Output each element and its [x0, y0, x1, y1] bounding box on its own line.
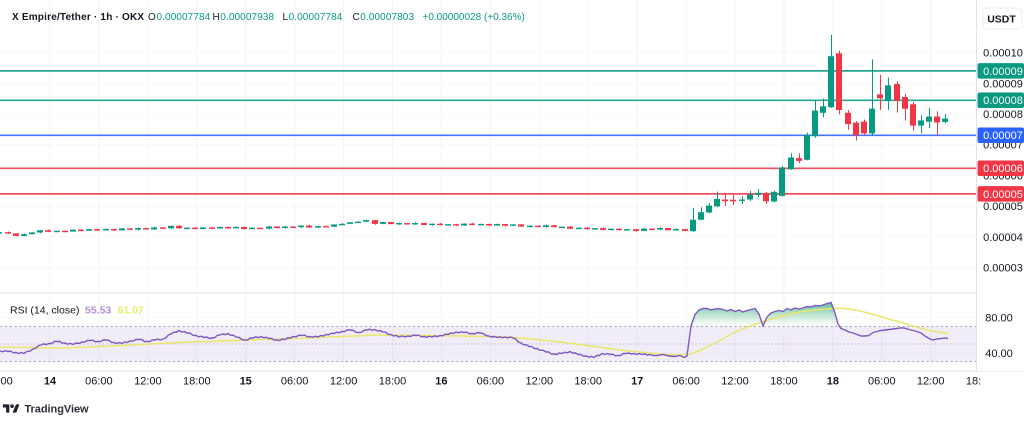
- svg-text:12:00: 12:00: [330, 376, 358, 388]
- svg-text:18:00: 18:00: [770, 376, 798, 388]
- svg-text:0.00007938: 0.00007938: [220, 12, 274, 23]
- svg-text:0.00010: 0.00010: [983, 48, 1023, 60]
- svg-text:0.00009: 0.00009: [983, 78, 1023, 90]
- svg-text:0.00007: 0.00007: [983, 130, 1023, 142]
- svg-text:0.00007803: 0.00007803: [360, 12, 414, 23]
- svg-text:18:00: 18:00: [379, 376, 407, 388]
- svg-text:06:00: 06:00: [281, 376, 309, 388]
- svg-text:H: H: [213, 12, 220, 23]
- svg-text:X Empire/Tether · 1h · OKX: X Empire/Tether · 1h · OKX: [12, 12, 144, 23]
- svg-text:12:00: 12:00: [721, 376, 749, 388]
- svg-text:L: L: [283, 12, 289, 23]
- svg-text:0.00007784: 0.00007784: [157, 12, 211, 23]
- svg-text:0.00008: 0.00008: [983, 109, 1023, 121]
- svg-text:06:00: 06:00: [868, 376, 896, 388]
- svg-text:RSI (14, close): RSI (14, close): [10, 305, 79, 317]
- svg-text:55.53: 55.53: [85, 305, 111, 317]
- svg-text:80.00: 80.00: [985, 313, 1013, 325]
- svg-text:06:00: 06:00: [672, 376, 700, 388]
- svg-text:18: 18: [827, 376, 839, 388]
- svg-text:12:00: 12:00: [917, 376, 945, 388]
- svg-text:18:00: 18:00: [574, 376, 602, 388]
- svg-text:C: C: [353, 12, 360, 23]
- svg-text:O: O: [148, 12, 156, 23]
- svg-text:06:00: 06:00: [477, 376, 505, 388]
- svg-text:18:00: 18:00: [966, 376, 994, 388]
- svg-text:17: 17: [631, 376, 643, 388]
- svg-text:TradingView: TradingView: [25, 404, 90, 416]
- svg-text:+0.00000028 (+0.36%): +0.00000028 (+0.36%): [423, 12, 525, 23]
- svg-text:0.00009: 0.00009: [983, 66, 1023, 78]
- svg-text:16: 16: [435, 376, 447, 388]
- svg-text:12:00: 12:00: [134, 376, 162, 388]
- svg-text:USDT: USDT: [987, 13, 1016, 25]
- svg-text:0.00005: 0.00005: [983, 189, 1023, 201]
- svg-text:12:00: 12:00: [526, 376, 554, 388]
- svg-text:40.00: 40.00: [985, 348, 1013, 360]
- svg-text:18:00: 18:00: [183, 376, 211, 388]
- svg-text:0.00003: 0.00003: [983, 263, 1023, 275]
- svg-text:0.00007784: 0.00007784: [289, 12, 343, 23]
- svg-text:0.00005: 0.00005: [983, 201, 1023, 213]
- svg-text:0.00006: 0.00006: [983, 163, 1023, 175]
- svg-text:06:00: 06:00: [85, 376, 113, 388]
- svg-text:15: 15: [240, 376, 252, 388]
- svg-text:18:00: 18:00: [0, 376, 13, 388]
- svg-text:0.00008: 0.00008: [983, 95, 1023, 107]
- svg-text:14: 14: [44, 376, 57, 388]
- svg-text:61.07: 61.07: [118, 305, 144, 317]
- svg-text:0.00004: 0.00004: [983, 232, 1023, 244]
